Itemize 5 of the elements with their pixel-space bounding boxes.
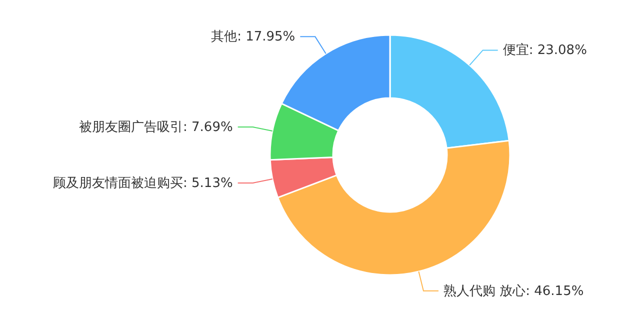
slice-label: 其他: 17.95%: [211, 30, 296, 45]
slice-label: 便宜: 23.08%: [502, 42, 587, 58]
slice-label: 顾及朋友情面被迫购买: 5.13%: [53, 176, 233, 191]
slice-label: 熟人代购 放心: 46.15%: [443, 282, 584, 299]
slice-label: 被朋友圈广告吸引: 7.69%: [79, 120, 233, 135]
